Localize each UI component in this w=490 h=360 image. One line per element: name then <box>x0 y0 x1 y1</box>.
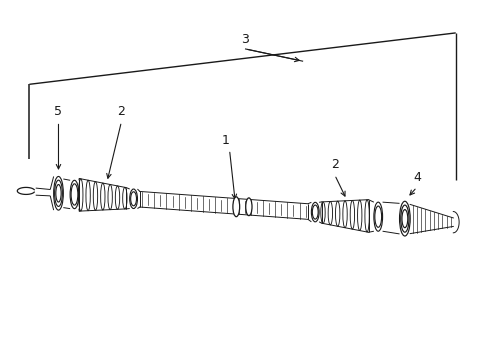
Text: 5: 5 <box>54 105 63 118</box>
Ellipse shape <box>245 198 252 216</box>
Text: 2: 2 <box>118 105 125 118</box>
Text: 4: 4 <box>413 171 421 184</box>
Text: 3: 3 <box>241 33 249 46</box>
Text: 2: 2 <box>331 158 339 171</box>
Ellipse shape <box>233 197 240 217</box>
Text: 1: 1 <box>221 134 229 147</box>
